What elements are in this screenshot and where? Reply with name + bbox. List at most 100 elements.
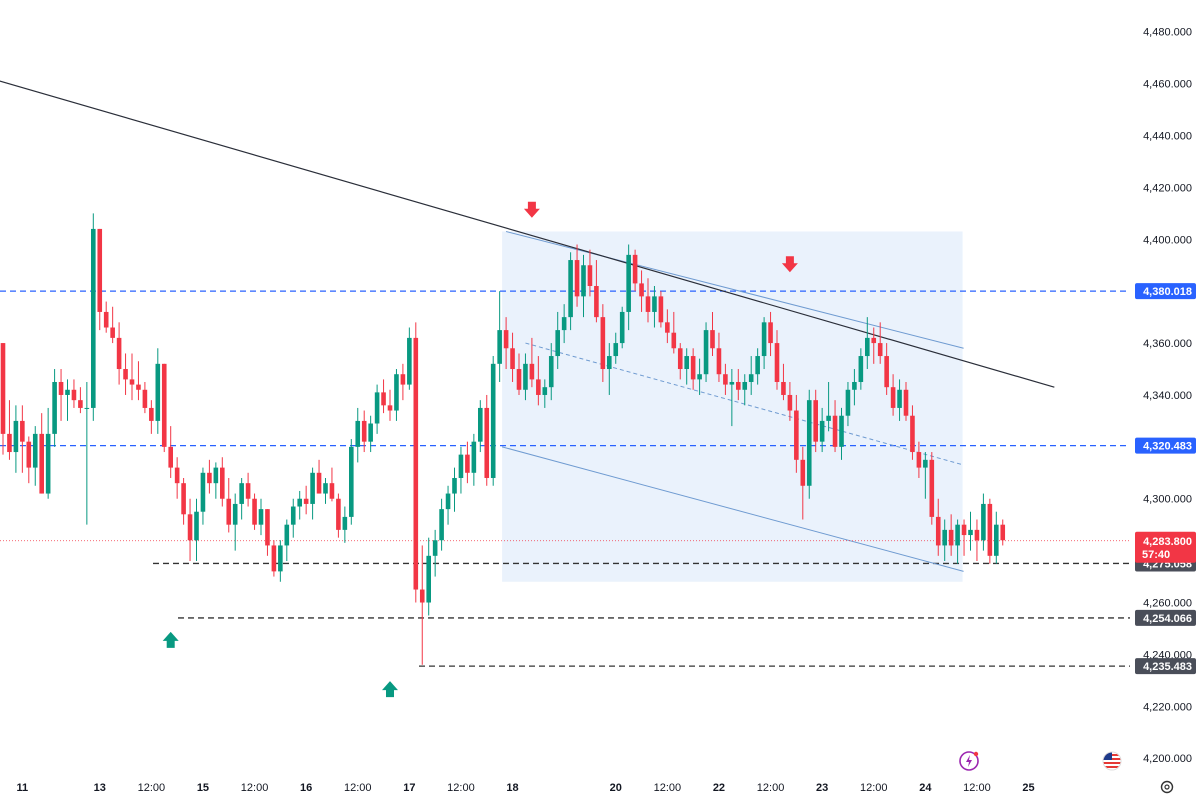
candle — [561, 304, 567, 344]
candle — [677, 343, 683, 380]
candle — [439, 498, 444, 551]
candle — [103, 301, 109, 333]
candle — [349, 439, 354, 525]
candle — [548, 343, 554, 401]
candle — [290, 498, 296, 538]
candle — [626, 244, 631, 331]
x-tick-label: 18 — [506, 782, 518, 794]
y-tick-label: 4,440.000 — [1143, 131, 1192, 143]
candle — [155, 348, 161, 434]
candle — [458, 446, 464, 494]
candle — [497, 291, 502, 382]
candle — [394, 369, 399, 421]
candle — [336, 493, 341, 538]
candle — [32, 426, 38, 486]
candle — [355, 407, 361, 463]
candle — [897, 379, 902, 421]
candle — [568, 252, 573, 331]
candle — [994, 511, 999, 564]
candle — [574, 244, 580, 307]
candle — [768, 311, 773, 357]
candle — [142, 381, 148, 414]
x-tick-label: 11 — [17, 782, 29, 794]
markers — [162, 201, 798, 698]
candle — [613, 332, 619, 364]
candle — [968, 511, 973, 551]
candle — [323, 477, 328, 504]
candle — [832, 400, 838, 453]
candle — [890, 374, 896, 416]
candle — [806, 389, 812, 499]
candle — [742, 374, 748, 406]
candle — [471, 433, 477, 486]
price-tags: 4,380.0184,320.4834,275.0584,254.0664,23… — [1135, 283, 1196, 675]
candle — [490, 356, 496, 486]
candle — [794, 394, 799, 473]
candle — [381, 379, 386, 414]
candle — [729, 369, 735, 427]
candle — [329, 467, 335, 502]
candle — [161, 363, 167, 453]
candle — [200, 467, 206, 525]
candle — [58, 369, 64, 421]
x-tick-label: 12:00 — [757, 782, 785, 794]
x-tick-label: 23 — [816, 782, 828, 794]
x-tick-label: 24 — [919, 782, 932, 794]
svg-text:4,283.800: 4,283.800 — [1143, 536, 1192, 548]
candle — [600, 304, 606, 382]
candle — [116, 322, 122, 385]
x-tick-label: 12:00 — [654, 782, 682, 794]
candle — [226, 477, 232, 533]
candle — [78, 387, 83, 414]
candle — [884, 343, 889, 395]
y-tick-label: 4,400.000 — [1143, 234, 1192, 246]
arrow-up-marker — [382, 681, 398, 698]
candle — [639, 270, 644, 312]
candle — [510, 332, 515, 382]
candle — [800, 446, 806, 520]
y-tick-label: 4,460.000 — [1143, 79, 1192, 91]
candle — [97, 228, 103, 331]
candle — [845, 381, 851, 427]
candle — [761, 317, 767, 370]
candle — [671, 311, 677, 354]
candle — [774, 330, 780, 390]
candle — [910, 405, 915, 460]
x-tick-label: 20 — [610, 782, 622, 794]
candle — [52, 369, 57, 447]
x-tick-label: 12:00 — [860, 782, 888, 794]
candle — [181, 477, 186, 525]
candle — [871, 327, 877, 364]
candle — [826, 381, 831, 432]
price-tag: 4,380.018 — [1135, 283, 1196, 300]
candle — [755, 348, 760, 385]
candle — [684, 348, 689, 385]
y-tick-label: 4,480.000 — [1143, 27, 1192, 39]
candle — [297, 490, 302, 520]
candle — [452, 467, 457, 512]
candle — [84, 381, 90, 525]
candle — [961, 519, 967, 556]
candle — [232, 493, 238, 551]
lightning-icon[interactable] — [959, 751, 979, 771]
x-tick-label: 12:00 — [447, 782, 475, 794]
candle — [252, 493, 257, 530]
x-tick-label: 22 — [713, 782, 725, 794]
settings-gear-icon[interactable] — [1160, 780, 1174, 794]
candle — [923, 452, 928, 499]
arrow-up-marker — [162, 631, 179, 648]
candle — [484, 394, 490, 486]
candle — [432, 529, 438, 577]
candle — [129, 353, 135, 401]
x-tick-label: 12:00 — [241, 782, 269, 794]
svg-text:57:40: 57:40 — [1142, 549, 1170, 561]
candle — [697, 358, 702, 395]
y-tick-label: 4,340.000 — [1143, 390, 1192, 402]
price-tag: 4,254.066 — [1135, 609, 1196, 626]
trendline — [0, 80, 1055, 388]
candle — [413, 322, 419, 603]
y-tick-label: 4,420.000 — [1143, 182, 1192, 194]
svg-text:4,320.483: 4,320.483 — [1143, 441, 1192, 453]
us-flag-icon[interactable] — [1102, 751, 1122, 771]
